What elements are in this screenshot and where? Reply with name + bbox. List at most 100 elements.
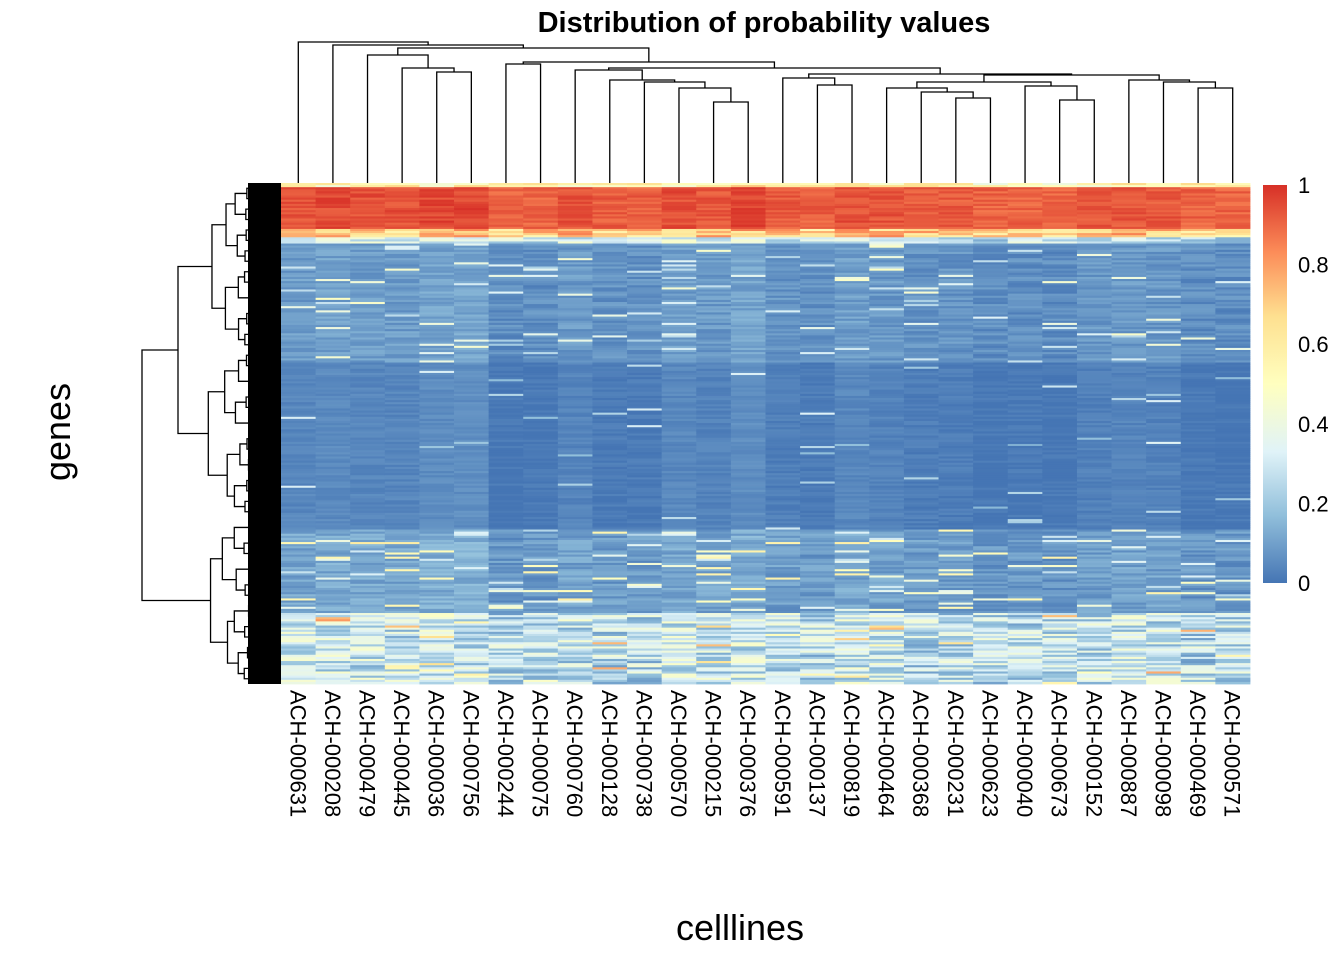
heatmap-cell: [938, 281, 974, 284]
heatmap-cell: [488, 304, 524, 307]
heatmap-cell: [730, 264, 766, 267]
heatmap-cell: [592, 485, 628, 489]
heatmap-cell: [869, 423, 905, 426]
heatmap-cell: [938, 212, 974, 215]
heatmap-cell: [938, 324, 974, 328]
heatmap-cell: [800, 619, 836, 622]
heatmap-cell: [869, 308, 905, 311]
heatmap-cell: [384, 235, 420, 238]
heatmap-cell: [973, 245, 1009, 249]
heatmap-cell: [903, 289, 939, 292]
heatmap-cell: [523, 460, 559, 464]
heatmap-cell: [869, 406, 905, 409]
heatmap-cell: [350, 681, 386, 685]
heatmap-cell: [592, 681, 628, 685]
heatmap-cell: [350, 414, 386, 418]
heatmap-cell: [834, 604, 870, 608]
heatmap-cell: [730, 506, 766, 510]
heatmap-cell: [488, 291, 524, 295]
heatmap-cell: [557, 617, 593, 620]
heatmap-cell: [834, 502, 870, 505]
heatmap-cell: [696, 270, 732, 274]
heatmap-cell: [592, 324, 628, 328]
heatmap-cell: [350, 475, 386, 478]
heatmap-cell: [730, 299, 766, 303]
heatmap-cell: [696, 262, 732, 265]
heatmap-cell: [661, 347, 697, 351]
heatmap-cell: [834, 531, 870, 535]
heatmap-cell: [350, 241, 386, 244]
heatmap-cell: [454, 483, 490, 487]
heatmap-cell: [592, 343, 628, 347]
heatmap-cell: [696, 408, 732, 411]
heatmap-cell: [696, 375, 732, 378]
heatmap-cell: [834, 441, 870, 445]
heatmap-cell: [938, 398, 974, 401]
heatmap-cell: [523, 673, 559, 677]
heatmap-cell: [315, 243, 351, 247]
heatmap-cell: [557, 398, 593, 401]
heatmap-cell: [384, 458, 420, 462]
heatmap-cell: [903, 231, 939, 234]
heatmap-cell: [281, 327, 317, 330]
heatmap-cell: [938, 539, 974, 543]
heatmap-cell: [800, 251, 836, 255]
heatmap-cell: [661, 370, 697, 374]
heatmap-cell: [384, 441, 420, 445]
heatmap-cell: [627, 548, 663, 551]
heatmap-cell: [384, 466, 420, 470]
heatmap-cell: [592, 256, 628, 259]
heatmap-cell: [730, 295, 766, 299]
heatmap-cell: [661, 667, 697, 670]
heatmap-cell: [661, 523, 697, 526]
heatmap-cell: [592, 354, 628, 357]
heatmap-cell: [350, 398, 386, 401]
heatmap-cell: [903, 441, 939, 445]
heatmap-cell: [454, 352, 490, 355]
heatmap-cell: [350, 602, 386, 606]
heatmap-cell: [800, 360, 836, 363]
heatmap-cell: [350, 191, 386, 194]
heatmap-cell: [350, 567, 386, 570]
heatmap-cell: [384, 216, 420, 219]
heatmap-cell: [627, 443, 663, 447]
heatmap-cell: [488, 287, 524, 290]
heatmap-cell: [350, 633, 386, 637]
heatmap-cell: [938, 587, 974, 591]
heatmap-cell: [696, 573, 732, 576]
heatmap-cell: [454, 327, 490, 330]
heatmap-cell: [834, 420, 870, 424]
heatmap-cell: [800, 544, 836, 547]
heatmap-cell: [834, 381, 870, 384]
heatmap-cell: [523, 310, 559, 313]
heatmap-cell: [938, 260, 974, 263]
heatmap-cell: [592, 439, 628, 443]
heatmap-cell: [384, 648, 420, 651]
heatmap-cell: [384, 312, 420, 315]
heatmap-cell: [765, 341, 801, 345]
heatmap-cell: [488, 381, 524, 384]
heatmap-cell: [661, 306, 697, 309]
heatmap-cell: [557, 468, 593, 472]
heatmap-cell: [661, 245, 697, 249]
heatmap-cell: [765, 437, 801, 441]
heatmap-cell: [730, 631, 766, 635]
heatmap-cell: [938, 667, 974, 670]
heatmap-cell: [800, 635, 836, 639]
heatmap-cell: [350, 429, 386, 432]
heatmap-cell: [592, 675, 628, 679]
heatmap-cell: [384, 681, 420, 685]
heatmap-cell: [730, 654, 766, 658]
heatmap-cell: [419, 385, 455, 388]
heatmap-cell: [869, 502, 905, 505]
heatmap-cell: [661, 214, 697, 217]
heatmap-cell: [315, 383, 351, 386]
heatmap-cell: [869, 575, 905, 578]
heatmap-cell: [384, 358, 420, 361]
heatmap-cell: [523, 201, 559, 205]
heatmap-cell: [903, 256, 939, 259]
heatmap-cell: [661, 575, 697, 578]
heatmap-cell: [765, 243, 801, 247]
heatmap-cell: [730, 592, 766, 595]
heatmap-cell: [938, 654, 974, 658]
